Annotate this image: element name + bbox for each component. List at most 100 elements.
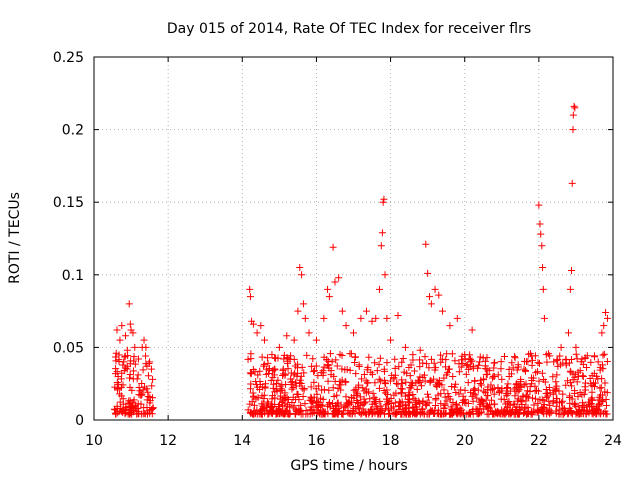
noise-marker	[259, 362, 267, 370]
noise-marker	[346, 366, 354, 374]
data-point	[131, 343, 139, 351]
noise-marker	[559, 359, 567, 367]
noise-marker	[537, 407, 545, 415]
noise-marker	[296, 379, 304, 387]
noise-marker	[553, 382, 561, 390]
noise-marker	[345, 399, 353, 407]
noise-marker	[522, 358, 530, 366]
noise-marker	[530, 401, 538, 409]
data-point	[539, 264, 547, 272]
data-point	[571, 104, 579, 112]
noise-marker	[315, 382, 323, 390]
noise-marker	[459, 396, 467, 404]
noise-marker	[403, 369, 411, 377]
data-point	[476, 358, 484, 366]
noise-marker	[442, 356, 450, 364]
data-point	[126, 320, 134, 328]
noise-marker	[468, 357, 476, 365]
noise-marker	[320, 410, 328, 418]
noise-marker	[471, 391, 479, 399]
data-point	[329, 243, 337, 251]
noise-marker	[119, 395, 127, 403]
noise-marker	[497, 365, 505, 373]
chart-title: Day 015 of 2014, Rate Of TEC Index for r…	[167, 21, 531, 37]
noise-marker	[602, 395, 610, 403]
noise-marker	[566, 399, 574, 407]
noise-marker	[549, 373, 557, 381]
noise-marker	[398, 379, 406, 387]
data-point	[275, 343, 283, 351]
noise-marker	[568, 382, 576, 390]
noise-marker	[540, 396, 548, 404]
data-point	[290, 336, 298, 344]
data-point	[425, 293, 433, 301]
noise-marker	[366, 395, 374, 403]
noise-marker	[513, 366, 521, 374]
noise-marker	[144, 388, 152, 396]
noise-marker	[556, 352, 564, 360]
data-point	[283, 332, 291, 340]
noise-marker	[603, 410, 611, 418]
noise-marker	[384, 406, 392, 414]
data-point	[123, 346, 131, 354]
data-point	[350, 329, 357, 337]
noise-marker	[442, 409, 450, 417]
noise-marker	[247, 380, 255, 388]
noise-marker	[297, 372, 305, 380]
noise-marker	[423, 360, 431, 368]
noise-marker	[395, 363, 403, 371]
data-point	[298, 271, 306, 279]
noise-marker	[257, 410, 265, 418]
noise-marker	[554, 356, 562, 364]
noise-marker	[386, 377, 394, 385]
data-point	[542, 351, 550, 359]
noise-marker	[297, 407, 305, 415]
noise-marker	[116, 398, 124, 406]
noise-marker	[591, 383, 599, 391]
noise-marker	[449, 372, 457, 380]
noise-marker	[115, 356, 123, 364]
noise-marker	[594, 406, 602, 414]
noise-marker	[412, 400, 420, 408]
noise-marker	[464, 379, 472, 387]
noise-marker	[326, 350, 334, 358]
noise-marker	[291, 362, 299, 370]
noise-marker	[149, 405, 157, 413]
data-point	[536, 220, 544, 228]
data-point	[305, 329, 313, 337]
noise-marker	[351, 410, 359, 418]
noise-marker	[342, 378, 350, 386]
noise-marker	[452, 380, 460, 388]
noise-marker	[446, 410, 454, 418]
x-axis: 10 12 14 16 18 20 22 24	[85, 57, 622, 449]
noise-marker	[140, 404, 148, 412]
noise-marker	[268, 402, 276, 410]
noise-marker	[576, 367, 584, 375]
noise-marker	[290, 371, 298, 379]
noise-marker	[459, 360, 467, 368]
noise-marker	[565, 359, 573, 367]
noise-marker	[358, 409, 366, 417]
data-point	[253, 329, 261, 337]
noise-marker	[426, 378, 434, 386]
noise-marker	[532, 369, 540, 377]
noise-marker	[394, 380, 402, 388]
noise-marker	[261, 383, 269, 391]
noise-marker	[375, 407, 383, 415]
noise-marker	[476, 409, 484, 417]
noise-marker	[600, 350, 608, 358]
noise-marker	[436, 410, 444, 418]
noise-marker	[405, 364, 413, 372]
noise-marker	[470, 385, 478, 393]
data-point	[380, 195, 388, 203]
data-point	[535, 201, 543, 209]
noise-marker	[126, 383, 134, 391]
noise-marker	[371, 359, 379, 367]
noise-marker	[413, 385, 421, 393]
noise-marker	[262, 406, 270, 414]
data-point	[566, 285, 574, 293]
noise-marker	[590, 403, 598, 411]
noise-marker	[145, 372, 153, 380]
noise-marker	[384, 390, 392, 398]
